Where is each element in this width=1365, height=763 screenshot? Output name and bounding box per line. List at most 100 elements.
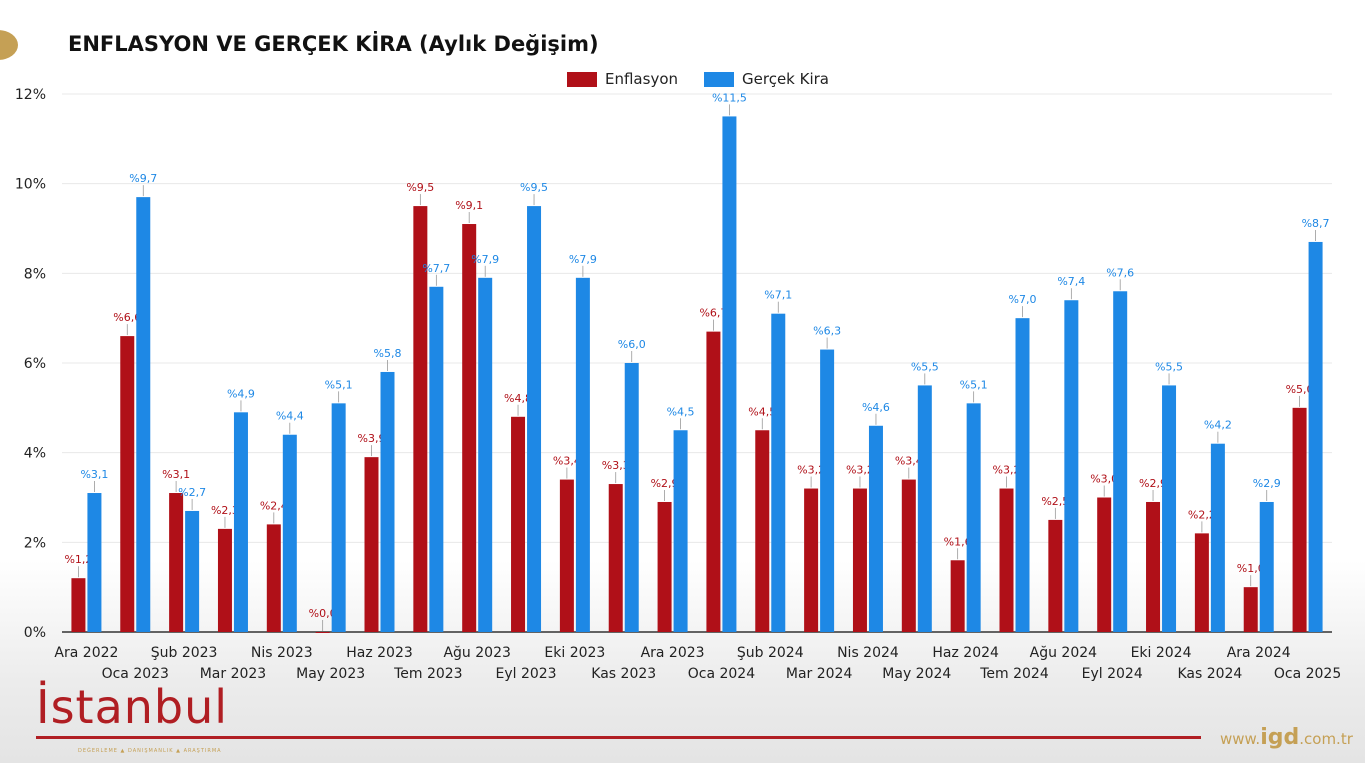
- bar-gercek-kira: [868, 425, 883, 632]
- bar-enflasyon: [755, 430, 770, 632]
- data-label: %3,4: [553, 455, 581, 468]
- bar-gercek-kira: [771, 313, 786, 632]
- bar-enflasyon: [1292, 407, 1307, 632]
- bar-enflasyon: [462, 224, 477, 632]
- legend-item-gercek-kira: Gerçek Kira: [704, 70, 829, 88]
- data-label: %2,9: [1139, 477, 1167, 490]
- data-label: %2,2: [1188, 508, 1216, 521]
- bar-gercek-kira: [380, 371, 395, 632]
- data-label: %3,1: [80, 468, 108, 481]
- data-label: %6,7: [699, 307, 727, 320]
- website-url: www.igd.com.tr: [1220, 725, 1353, 750]
- y-tick-label: 12%: [15, 87, 46, 103]
- x-tick-label: Şub 2024: [737, 645, 804, 661]
- x-tick-label: Ağu 2023: [443, 645, 510, 661]
- y-tick-label: 2%: [24, 535, 46, 551]
- data-label: %6,6: [113, 311, 141, 324]
- legend-label: Enflasyon: [605, 70, 679, 88]
- legend-label: Gerçek Kira: [742, 70, 829, 88]
- data-label: %7,7: [422, 262, 450, 275]
- data-label: %1,2: [64, 553, 92, 566]
- data-label: %7,0: [1009, 293, 1037, 306]
- bar-gercek-kira: [575, 277, 590, 632]
- data-label: %5,0: [1286, 383, 1314, 396]
- data-label: %5,1: [960, 378, 988, 391]
- data-label: %6,3: [813, 325, 841, 338]
- x-tick-label: Şub 2023: [151, 645, 218, 661]
- x-tick-label: Ara 2023: [641, 645, 705, 661]
- data-label: %7,6: [1106, 266, 1134, 279]
- data-label: %3,1: [162, 468, 190, 481]
- data-label: %9,5: [406, 181, 434, 194]
- data-label: %9,1: [455, 199, 483, 212]
- data-label: %5,8: [374, 347, 402, 360]
- data-label: %2,5: [1041, 495, 1069, 508]
- x-tick-label: May 2024: [882, 666, 951, 682]
- data-label: %0,0: [309, 607, 337, 620]
- bar-gercek-kira: [478, 277, 493, 632]
- x-tick-label: Eki 2023: [544, 645, 605, 661]
- x-tick-label: Oca 2025: [1274, 666, 1341, 682]
- legend-item-enflasyon: Enflasyon: [567, 70, 678, 88]
- bar-enflasyon: [1146, 501, 1161, 632]
- y-tick-label: 10%: [15, 177, 46, 193]
- data-label: %3,2: [846, 464, 874, 477]
- data-label: %7,9: [569, 253, 597, 266]
- x-tick-label: Oca 2024: [688, 666, 755, 682]
- bar-enflasyon: [608, 484, 623, 632]
- data-label: %1,0: [1237, 562, 1265, 575]
- data-label: %7,1: [764, 289, 792, 302]
- y-tick-label: 4%: [24, 446, 46, 462]
- data-label: %4,4: [276, 410, 304, 423]
- data-label: %4,5: [667, 405, 695, 418]
- x-tick-label: Kas 2024: [1177, 666, 1242, 682]
- x-tick-label: Nis 2024: [837, 645, 899, 661]
- x-tick-label: Eki 2024: [1131, 645, 1192, 661]
- bar-gercek-kira: [1259, 501, 1274, 632]
- bar-enflasyon: [559, 479, 574, 632]
- bar-gercek-kira: [722, 116, 737, 632]
- bar-enflasyon: [657, 501, 672, 632]
- bar-enflasyon: [413, 206, 428, 633]
- x-tick-label: Ağu 2024: [1030, 645, 1098, 661]
- bar-enflasyon: [217, 528, 232, 632]
- bar-enflasyon: [1243, 587, 1258, 632]
- data-label: %9,7: [129, 172, 157, 185]
- legend-swatch: [704, 71, 735, 87]
- bar-enflasyon: [1048, 519, 1063, 632]
- bar-enflasyon: [1097, 497, 1112, 632]
- data-label: %4,9: [227, 387, 255, 400]
- data-label: %4,2: [1204, 419, 1232, 432]
- bar-enflasyon: [364, 457, 379, 632]
- x-tick-label: Mar 2024: [786, 666, 853, 682]
- istanbul-logo: İstanbul: [36, 680, 229, 734]
- legend-swatch: [567, 71, 597, 87]
- data-label: %2,9: [651, 477, 679, 490]
- bar-gercek-kira: [1210, 443, 1225, 632]
- x-tick-label: May 2023: [296, 666, 365, 682]
- data-label: %4,6: [862, 401, 890, 414]
- bar-gercek-kira: [282, 434, 297, 632]
- x-tick-label: Tem 2023: [393, 666, 463, 682]
- bar-gercek-kira: [331, 403, 346, 632]
- x-tick-label: Eyl 2023: [495, 666, 556, 682]
- bar-gercek-kira: [624, 363, 639, 632]
- x-tick-label: Mar 2023: [200, 666, 267, 682]
- bar-gercek-kira: [527, 206, 542, 633]
- y-tick-label: 8%: [24, 266, 46, 282]
- bar-enflasyon: [315, 632, 330, 633]
- data-label: %7,9: [471, 253, 499, 266]
- bar-gercek-kira: [185, 510, 200, 632]
- x-tick-label: Oca 2023: [102, 666, 169, 682]
- bar-gercek-kira: [1064, 300, 1079, 632]
- bar-enflasyon: [71, 578, 86, 632]
- bar-gercek-kira: [429, 286, 444, 632]
- data-label: %4,8: [504, 392, 532, 405]
- bar-enflasyon: [999, 488, 1014, 632]
- x-tick-label: Tem 2024: [979, 666, 1049, 682]
- data-label: %6,0: [618, 338, 646, 351]
- bar-enflasyon: [511, 416, 526, 632]
- x-tick-label: Nis 2023: [251, 645, 313, 661]
- bar-gercek-kira: [1162, 385, 1177, 632]
- data-label: %9,5: [520, 181, 548, 194]
